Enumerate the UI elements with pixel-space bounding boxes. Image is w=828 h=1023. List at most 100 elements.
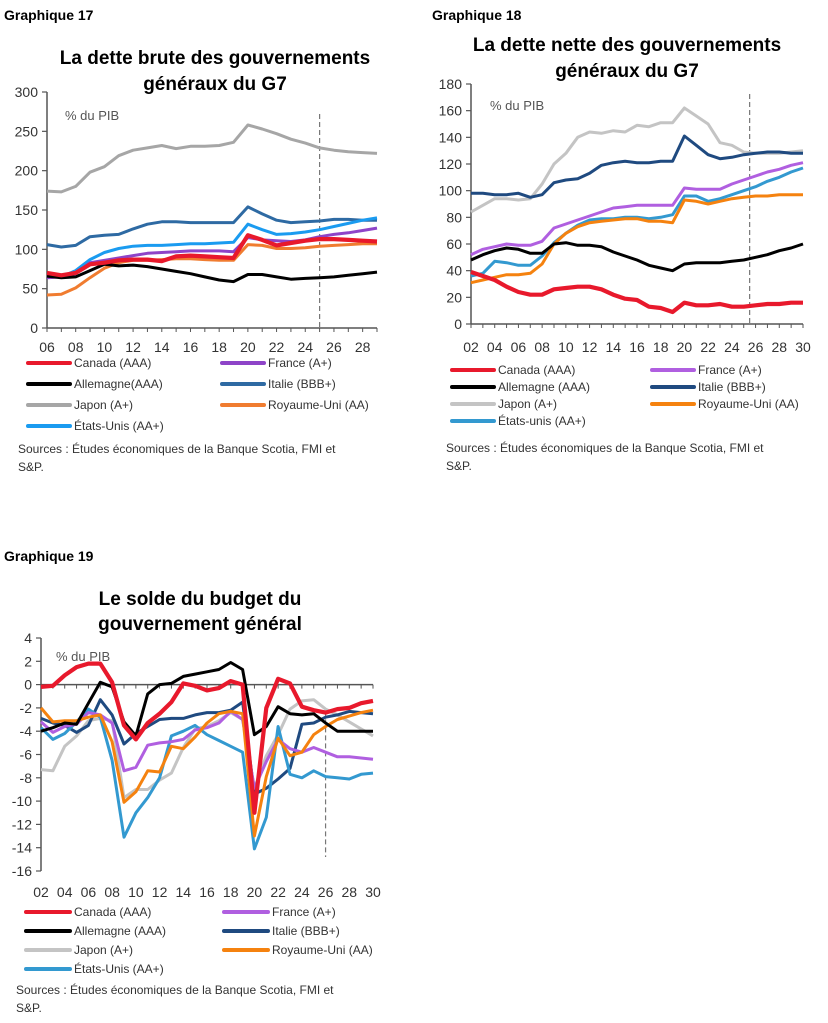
x-tick-label: 10 [558,339,574,355]
x-tick-label: 30 [795,339,811,355]
chart-label: Graphique 17 [4,7,94,23]
y-tick-label: 50 [22,281,38,297]
x-tick-label: 08 [534,339,550,355]
x-tick-label: 14 [175,884,191,900]
x-tick-label: 26 [748,339,764,355]
legend-label: Italie (BBB+) [268,377,336,391]
legend-label: Allemagne(AAA) [74,377,163,391]
series-line-canada [470,270,803,315]
x-tick-label: 22 [269,339,285,355]
chart-title: La dette brute des gouvernements [60,48,370,69]
x-tick-label: 16 [629,339,645,355]
series-line-france [40,709,374,790]
x-tick-label: 24 [294,884,310,900]
x-tick-label: 08 [68,339,84,355]
y-tick-label: 0 [454,316,462,332]
x-tick-label: 20 [677,339,693,355]
y-tick-label: 140 [439,129,463,145]
series-line-france [46,226,378,280]
x-tick-label: 26 [318,884,334,900]
series-line-france [470,161,804,257]
legend-label: Japon (A+) [74,398,133,412]
x-tick-label: 20 [247,884,263,900]
x-tick-label: 06 [81,884,97,900]
x-tick-label: 26 [326,339,342,355]
series-line-royaume-uni [39,706,374,838]
x-tick-label: 04 [57,884,73,900]
source-note: Sources : Études économiques de la Banqu… [16,982,334,997]
legend-label: Allemagne (AAA) [74,924,166,938]
y-tick-label: -14 [12,840,32,856]
x-tick-label: 02 [463,339,479,355]
unit-label: % du PIB [56,649,110,664]
x-tick-label: 16 [199,884,215,900]
chart-title: Le solde du budget du [99,589,302,610]
series-line-allemagne [40,661,373,738]
y-tick-label: 300 [15,84,39,100]
legend-label: États-unis (AA+) [498,413,586,428]
source-note: S&P. [18,460,44,474]
chart-label: Graphique 19 [4,548,94,564]
y-tick-label: 60 [446,236,462,252]
x-tick-label: 28 [355,339,371,355]
legend-label: Canada (AAA) [498,363,575,377]
x-tick-label: 14 [605,339,621,355]
x-tick-label: 12 [152,884,168,900]
legend-label: Allemagne (AAA) [498,380,590,394]
series-line-royaume-uni [46,242,377,297]
series-line-canada [40,661,374,815]
y-tick-label: 100 [15,241,39,257]
legend-label: Japon (A+) [498,397,557,411]
x-tick-label: 24 [297,339,313,355]
legend-label: Japon (A+) [74,943,133,957]
unit-label: % du PIB [490,98,544,113]
legend-label: Italie (BBB+) [698,380,766,394]
source-note: S&P. [446,459,472,473]
x-tick-label: 04 [487,339,503,355]
legend-label: États-Unis (AA+) [74,418,164,433]
x-tick-label: 08 [104,884,120,900]
x-tick-label: 18 [211,339,227,355]
series-line-allemagne [470,241,804,273]
y-tick-label: -10 [12,793,32,809]
legend-label: Canada (AAA) [74,905,151,919]
x-tick-label: 06 [511,339,527,355]
series-line-japon [46,123,378,194]
y-tick-label: 40 [446,263,462,279]
source-note: Sources : Études économiques de la Banqu… [18,441,336,456]
series-line-italie [46,205,377,249]
x-tick-label: 10 [128,884,144,900]
x-tick-label: 06 [39,339,55,355]
x-tick-label: 28 [341,884,357,900]
x-tick-label: 20 [240,339,256,355]
y-tick-label: -8 [20,770,33,786]
x-tick-label: 18 [223,884,239,900]
series-line-allemagne(aaa) [46,262,378,284]
legend-label: Royaume-Uni (AA) [268,398,369,412]
series-line-états-unis [39,707,374,851]
x-tick-label: 18 [653,339,669,355]
x-tick-label: 10 [97,339,113,355]
y-tick-label: 0 [30,320,38,336]
series-line-japon [470,106,804,214]
x-tick-label: 22 [700,339,716,355]
y-tick-label: 100 [439,183,463,199]
legend-label: Royaume-Uni (AA) [272,943,373,957]
legend-label: France (A+) [268,356,332,370]
y-tick-label: 2 [24,653,32,669]
y-tick-label: 0 [24,677,32,693]
series-line-états-unis [47,216,378,279]
source-note: Sources : Études économiques de la Banqu… [446,440,764,455]
chart-title: généraux du G7 [555,61,699,82]
series-line-italie [471,134,803,199]
y-tick-label: 180 [439,76,463,92]
y-tick-label: 250 [15,123,39,139]
legend-label: Italie (BBB+) [272,924,340,938]
x-tick-label: 12 [582,339,598,355]
x-tick-label: 14 [154,339,170,355]
series-line-italie [40,698,374,796]
y-tick-label: 80 [446,209,462,225]
legend-label: France (A+) [698,363,762,377]
y-tick-label: 160 [439,103,463,119]
